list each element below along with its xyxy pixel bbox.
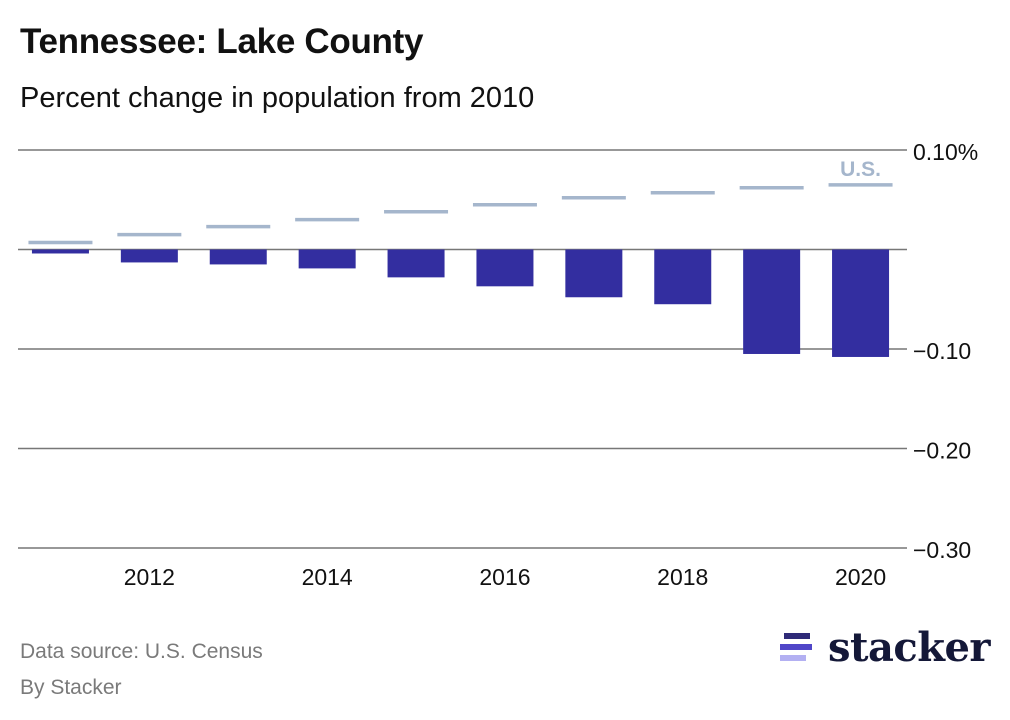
data-source: Data source: U.S. Census [20, 640, 263, 663]
x-axis-labels: 2012 2014 2016 2018 2020 [124, 564, 886, 590]
bar-2012 [120, 249, 178, 263]
stacker-logo-icon [780, 631, 816, 665]
y-axis-labels: 0.10% −0.10 −0.20 −0.30 [913, 139, 978, 563]
y-tick-label: −0.10 [913, 338, 971, 364]
us-markers [28, 183, 893, 245]
us-series-label: U.S. [840, 158, 881, 181]
x-tick-label: 2012 [124, 564, 175, 590]
y-tick-label: −0.30 [913, 537, 971, 563]
chart-subtitle: Percent change in population from 2010 [20, 82, 535, 114]
bar-chart: 0.10% −0.10 −0.20 −0.30 2012 2014 2016 2018 202… [18, 139, 978, 590]
y-tick-label: 0.10% [913, 139, 978, 165]
bar-2017 [565, 249, 623, 298]
y-tick-label: −0.20 [913, 438, 971, 464]
bars [31, 249, 890, 357]
bar-2011 [31, 249, 89, 254]
bar-2016 [476, 249, 534, 287]
bar-2014 [298, 249, 356, 269]
stacker-logo: stacker [780, 624, 991, 671]
x-tick-label: 2020 [835, 564, 886, 590]
bar-2019 [743, 249, 801, 354]
byline: By Stacker [20, 676, 122, 699]
bar-2013 [209, 249, 267, 265]
x-tick-label: 2018 [657, 564, 708, 590]
bar-2015 [387, 249, 445, 278]
x-tick-label: 2014 [302, 564, 353, 590]
bar-2018 [654, 249, 712, 305]
chart-title: Tennessee: Lake County [20, 22, 424, 61]
bar-2020 [832, 249, 890, 357]
stacker-logo-text: stacker [828, 624, 991, 671]
x-tick-label: 2016 [479, 564, 530, 590]
